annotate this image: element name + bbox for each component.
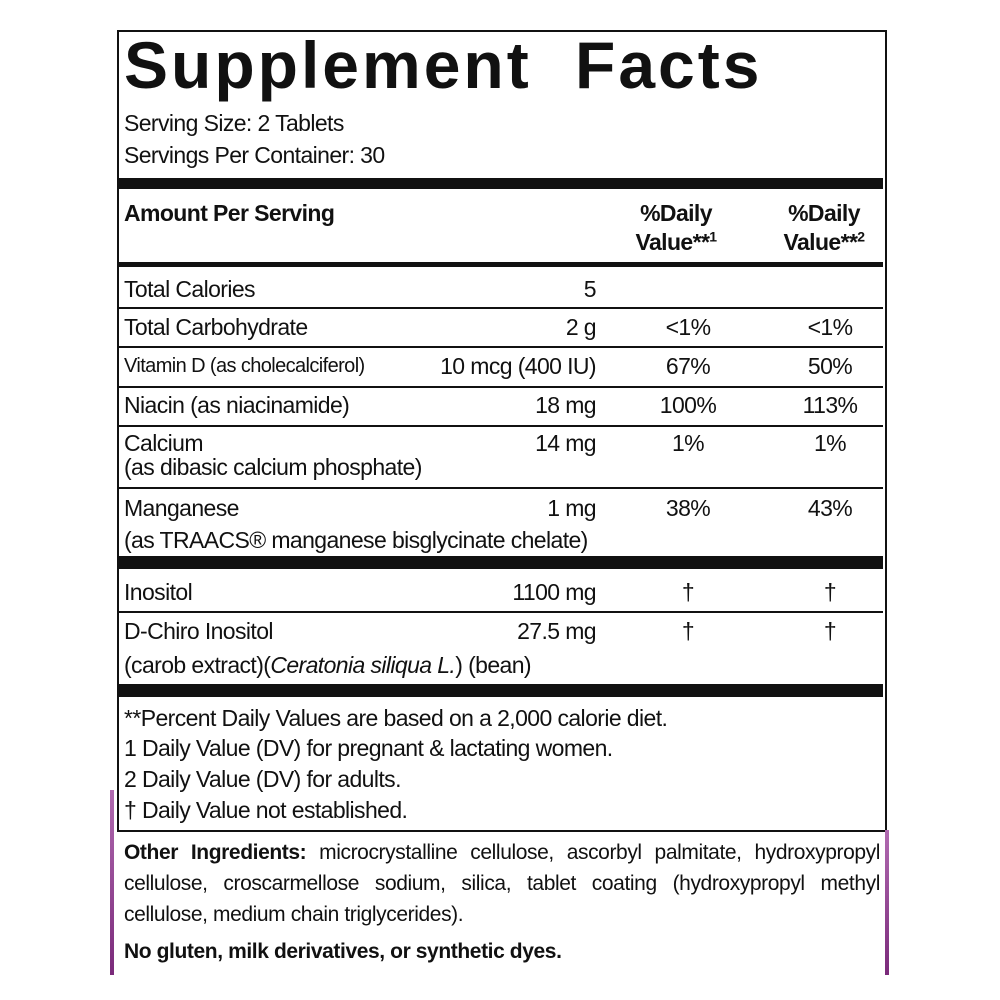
- title: Supplement Facts: [124, 28, 763, 102]
- nutrient-name: Total Calories: [124, 276, 256, 302]
- header-dv-line1: %Daily: [640, 200, 712, 226]
- rule: [119, 307, 883, 309]
- allergen-note: No gluten, milk derivatives, or syntheti…: [124, 940, 562, 963]
- nutrient-name: Manganese: [124, 495, 239, 521]
- nutrient-amount: 2 g: [565, 314, 597, 340]
- nutrient-amount: 18 mg: [535, 392, 597, 418]
- header-amount: Amount Per Serving: [124, 200, 335, 226]
- purple-edge: [110, 790, 114, 975]
- header-dv-text: Value**: [635, 229, 710, 255]
- rule: [119, 346, 883, 348]
- serving-size: Serving Size: 2 Tablets: [124, 110, 344, 136]
- nutrient-source: (as TRAACS® manganese bisglycinate chela…: [124, 527, 588, 553]
- source-part: (carob extract)(: [124, 652, 271, 678]
- nutrient-amount: 10 mcg (400 IU): [440, 353, 597, 379]
- rule: [119, 556, 883, 569]
- daily-value-1: †: [681, 579, 695, 605]
- nutrient-amount: 27.5 mg: [517, 618, 597, 644]
- daily-value-2: <1%: [807, 314, 853, 340]
- rule: [119, 684, 883, 697]
- rule: [119, 487, 883, 489]
- nutrient-amount: 14 mg: [535, 430, 597, 456]
- daily-value-1: †: [681, 618, 695, 644]
- header-dv-line2: Value**1: [616, 227, 736, 257]
- servings-per-container: Servings Per Container: 30: [124, 142, 385, 168]
- nutrient-amount: 1100 mg: [512, 579, 596, 605]
- nutrient-name: Vitamin D (as cholecalciferol): [124, 355, 365, 377]
- header-dv-line2: Value**2: [764, 227, 884, 257]
- daily-value-1: 38%: [665, 495, 711, 521]
- header-dv-sup: 2: [857, 228, 865, 245]
- rule: [119, 262, 883, 267]
- daily-value-2: †: [823, 579, 837, 605]
- nutrient-amount: 1 mg: [547, 495, 596, 521]
- rule: [119, 386, 883, 388]
- nutrient-name: Inositol: [124, 579, 193, 605]
- rule: [119, 611, 883, 613]
- footnote: 1 Daily Value (DV) for pregnant & lactat…: [124, 735, 613, 761]
- daily-value-1: 1%: [671, 430, 705, 456]
- source-part: ) (bean): [455, 652, 531, 678]
- daily-value-2: 50%: [807, 353, 853, 379]
- daily-value-2: 43%: [807, 495, 853, 521]
- nutrient-source: (carob extract)(Ceratonia siliqua L.) (b…: [124, 650, 532, 680]
- nutrient-name: Total Carbohydrate: [124, 314, 308, 340]
- daily-value-2: 113%: [802, 392, 858, 418]
- nutrient-name: Niacin (as niacinamide): [124, 392, 350, 418]
- header-dv-sup: 1: [709, 228, 717, 245]
- footnote: **Percent Daily Values are based on a 2,…: [124, 705, 668, 731]
- nutrient-source: (as dibasic calcium phosphate): [124, 454, 422, 480]
- other-ingredients-label: Other Ingredients:: [124, 841, 307, 864]
- header-dv-line1: %Daily: [788, 200, 860, 226]
- footnote: 2 Daily Value (DV) for adults.: [124, 766, 401, 792]
- footnote: † Daily Value not established.: [124, 797, 408, 823]
- daily-value-1: <1%: [665, 314, 711, 340]
- nutrient-name: D-Chiro Inositol: [124, 618, 274, 644]
- source-part: Ceratonia siliqua L.: [270, 652, 456, 678]
- header-dv-text: Value**: [783, 229, 858, 255]
- facts-box: [117, 30, 887, 832]
- other-ingredients-text: microcrystalline cellulose, ascorbyl pal…: [124, 841, 880, 926]
- rule: [119, 178, 883, 189]
- daily-value-1: 100%: [659, 392, 717, 418]
- daily-value-2: †: [823, 618, 837, 644]
- rule: [119, 425, 883, 427]
- daily-value-1: 67%: [665, 353, 711, 379]
- nutrient-amount: 5: [583, 276, 597, 302]
- other-ingredients: Other Ingredients: microcrystalline cell…: [124, 837, 880, 930]
- nutrient-name: Calcium: [124, 430, 203, 456]
- purple-edge: [885, 830, 889, 975]
- daily-value-2: 1%: [813, 430, 847, 456]
